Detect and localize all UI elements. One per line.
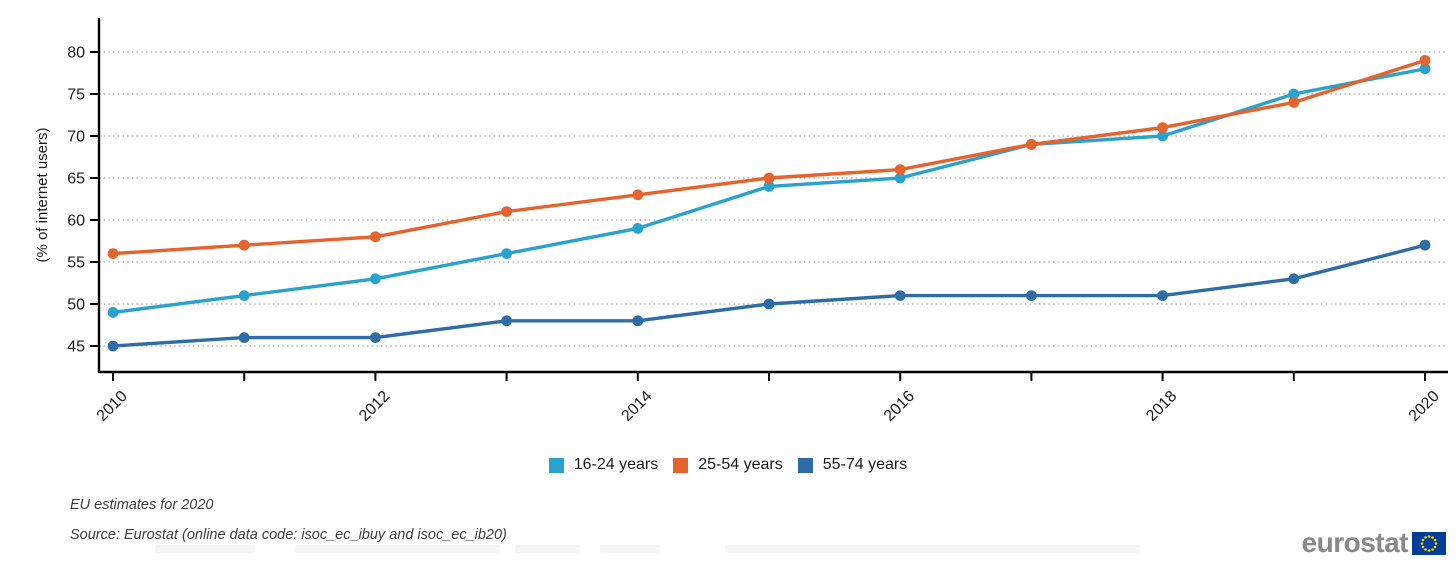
data-point xyxy=(632,315,644,327)
data-point xyxy=(1026,139,1037,150)
svg-text:2020: 2020 xyxy=(1406,388,1443,425)
data-point xyxy=(238,290,250,301)
data-point xyxy=(894,290,906,301)
estimate-note: EU estimates for 2020 xyxy=(70,497,214,513)
data-point xyxy=(632,189,644,201)
series-markers xyxy=(107,55,1431,352)
data-point xyxy=(501,206,512,218)
legend-item-25-54: 25-54 years xyxy=(673,456,783,474)
data-point xyxy=(1419,239,1431,251)
y-axis-tick-labels: 45 50 55 60 65 70 75 80 xyxy=(67,45,85,356)
data-point xyxy=(107,340,119,352)
x-axis-tick-labels: 2010 2012 2014 2016 2018 2020 xyxy=(94,388,1443,425)
y-axis-title: (% of internet users) xyxy=(34,127,51,262)
data-point xyxy=(1157,130,1168,142)
data-point xyxy=(1419,63,1431,75)
svg-text:45: 45 xyxy=(67,339,85,356)
svg-text:50: 50 xyxy=(67,297,85,314)
svg-text:2012: 2012 xyxy=(356,388,393,425)
data-point xyxy=(1026,290,1037,301)
legend-item-55-74: 55-74 years xyxy=(797,456,908,474)
data-point xyxy=(238,239,250,251)
legend-label-55-74: 55-74 years xyxy=(822,456,908,473)
data-point xyxy=(1288,97,1300,108)
svg-text:2014: 2014 xyxy=(618,388,655,425)
data-point xyxy=(501,315,512,327)
data-point xyxy=(370,332,381,343)
data-point xyxy=(1157,122,1168,133)
legend-swatch-25-54 xyxy=(673,457,689,473)
svg-text:75: 75 xyxy=(67,87,85,104)
faded-content-strip xyxy=(0,545,1456,554)
eu-flag-icon xyxy=(1412,531,1446,555)
svg-text:65: 65 xyxy=(67,171,85,188)
data-point xyxy=(632,223,644,234)
svg-text:55: 55 xyxy=(67,255,85,272)
data-point xyxy=(1288,88,1300,100)
chart-legend: 16-24 years 25-54 years 55-74 years xyxy=(0,456,1456,474)
data-point xyxy=(763,172,775,184)
series-line-1 xyxy=(111,58,1427,256)
svg-text:2010: 2010 xyxy=(94,388,131,425)
eurostat-logo: eurostat xyxy=(1302,527,1446,559)
data-point xyxy=(894,164,906,176)
legend-label-16-24: 16-24 years xyxy=(573,456,659,473)
data-point xyxy=(107,248,119,259)
svg-text:70: 70 xyxy=(67,129,85,146)
data-point xyxy=(1419,55,1431,66)
data-point xyxy=(501,248,512,259)
svg-text:60: 60 xyxy=(67,213,85,230)
data-point xyxy=(370,273,381,285)
svg-text:80: 80 xyxy=(67,45,85,62)
svg-text:2016: 2016 xyxy=(881,388,918,425)
eurostat-logo-text: eurostat xyxy=(1301,527,1409,558)
data-point xyxy=(107,307,119,318)
data-point xyxy=(1288,273,1300,285)
data-point xyxy=(238,332,250,343)
data-point xyxy=(370,231,381,243)
data-point xyxy=(894,172,906,184)
data-point xyxy=(763,298,775,310)
svg-text:2018: 2018 xyxy=(1143,388,1180,425)
axes xyxy=(90,18,1448,381)
data-point xyxy=(1157,290,1168,301)
legend-swatch-16-24 xyxy=(548,457,564,473)
gridlines xyxy=(99,51,1448,347)
legend-label-25-54: 25-54 years xyxy=(698,456,783,473)
data-point xyxy=(763,181,775,192)
source-note: Source: Eurostat (online data code: isoc… xyxy=(70,527,507,543)
legend-swatch-55-74 xyxy=(797,457,813,473)
line-chart: 45 50 55 60 65 70 75 80 2010 2012 2014 2016 2018 2020… xyxy=(34,18,1448,425)
legend-item-16-24: 16-24 years xyxy=(548,456,659,474)
series-line-2 xyxy=(111,243,1427,348)
